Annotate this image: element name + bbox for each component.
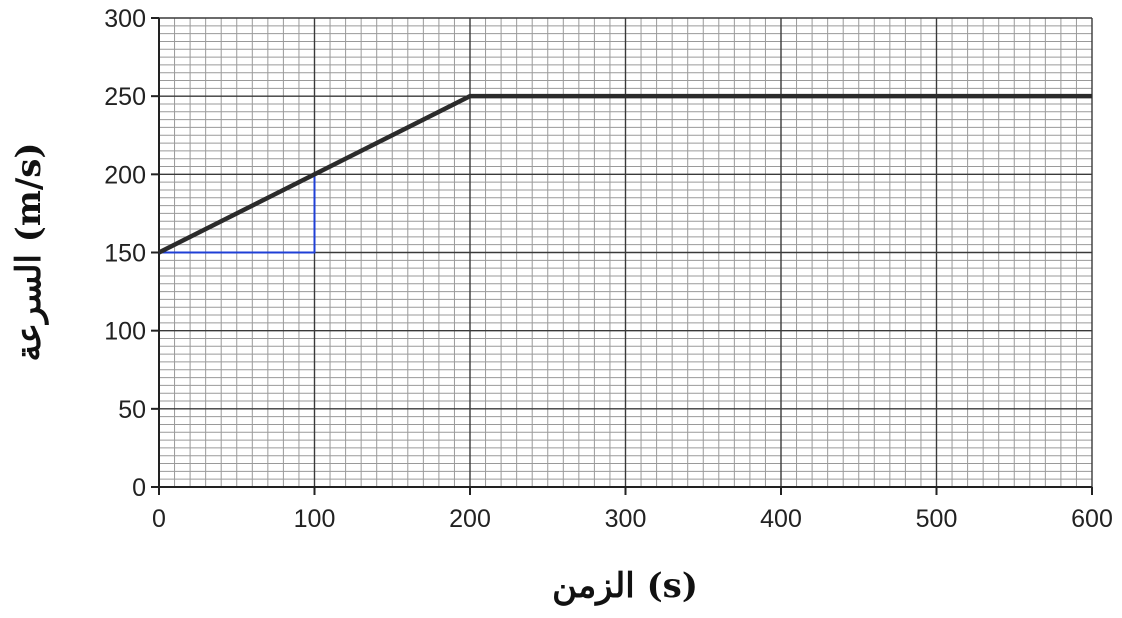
velocity-series-line [157, 93, 1092, 255]
y-tick-label: 50 [118, 396, 146, 424]
y-axis-title: السرعة (m/s) [9, 143, 49, 362]
x-tick-label: 500 [916, 505, 958, 533]
y-tick-label: 200 [104, 161, 146, 189]
series [157, 93, 1092, 255]
y-tick-label: 100 [104, 318, 146, 346]
y-tick-label: 300 [104, 5, 146, 33]
y-tick-label: 250 [104, 83, 146, 111]
x-tick-label: 0 [152, 505, 166, 533]
axes [151, 17, 1093, 495]
x-tick-label: 200 [449, 505, 491, 533]
y-tick-labels: 0 50 100 150 200 250 300 [104, 5, 146, 502]
x-tick-labels: 0 100 200 300 400 500 600 [152, 505, 1113, 533]
x-tick-label: 100 [294, 505, 336, 533]
y-tick-label: 150 [104, 240, 146, 268]
x-axis-title: الزمن (s) [552, 566, 698, 606]
x-tick-label: 600 [1071, 505, 1113, 533]
annotations [159, 174, 316, 254]
slope-triangle-line [159, 174, 316, 254]
y-tick-label: 0 [132, 474, 146, 502]
x-tick-label: 400 [760, 505, 802, 533]
x-tick-label: 300 [605, 505, 647, 533]
